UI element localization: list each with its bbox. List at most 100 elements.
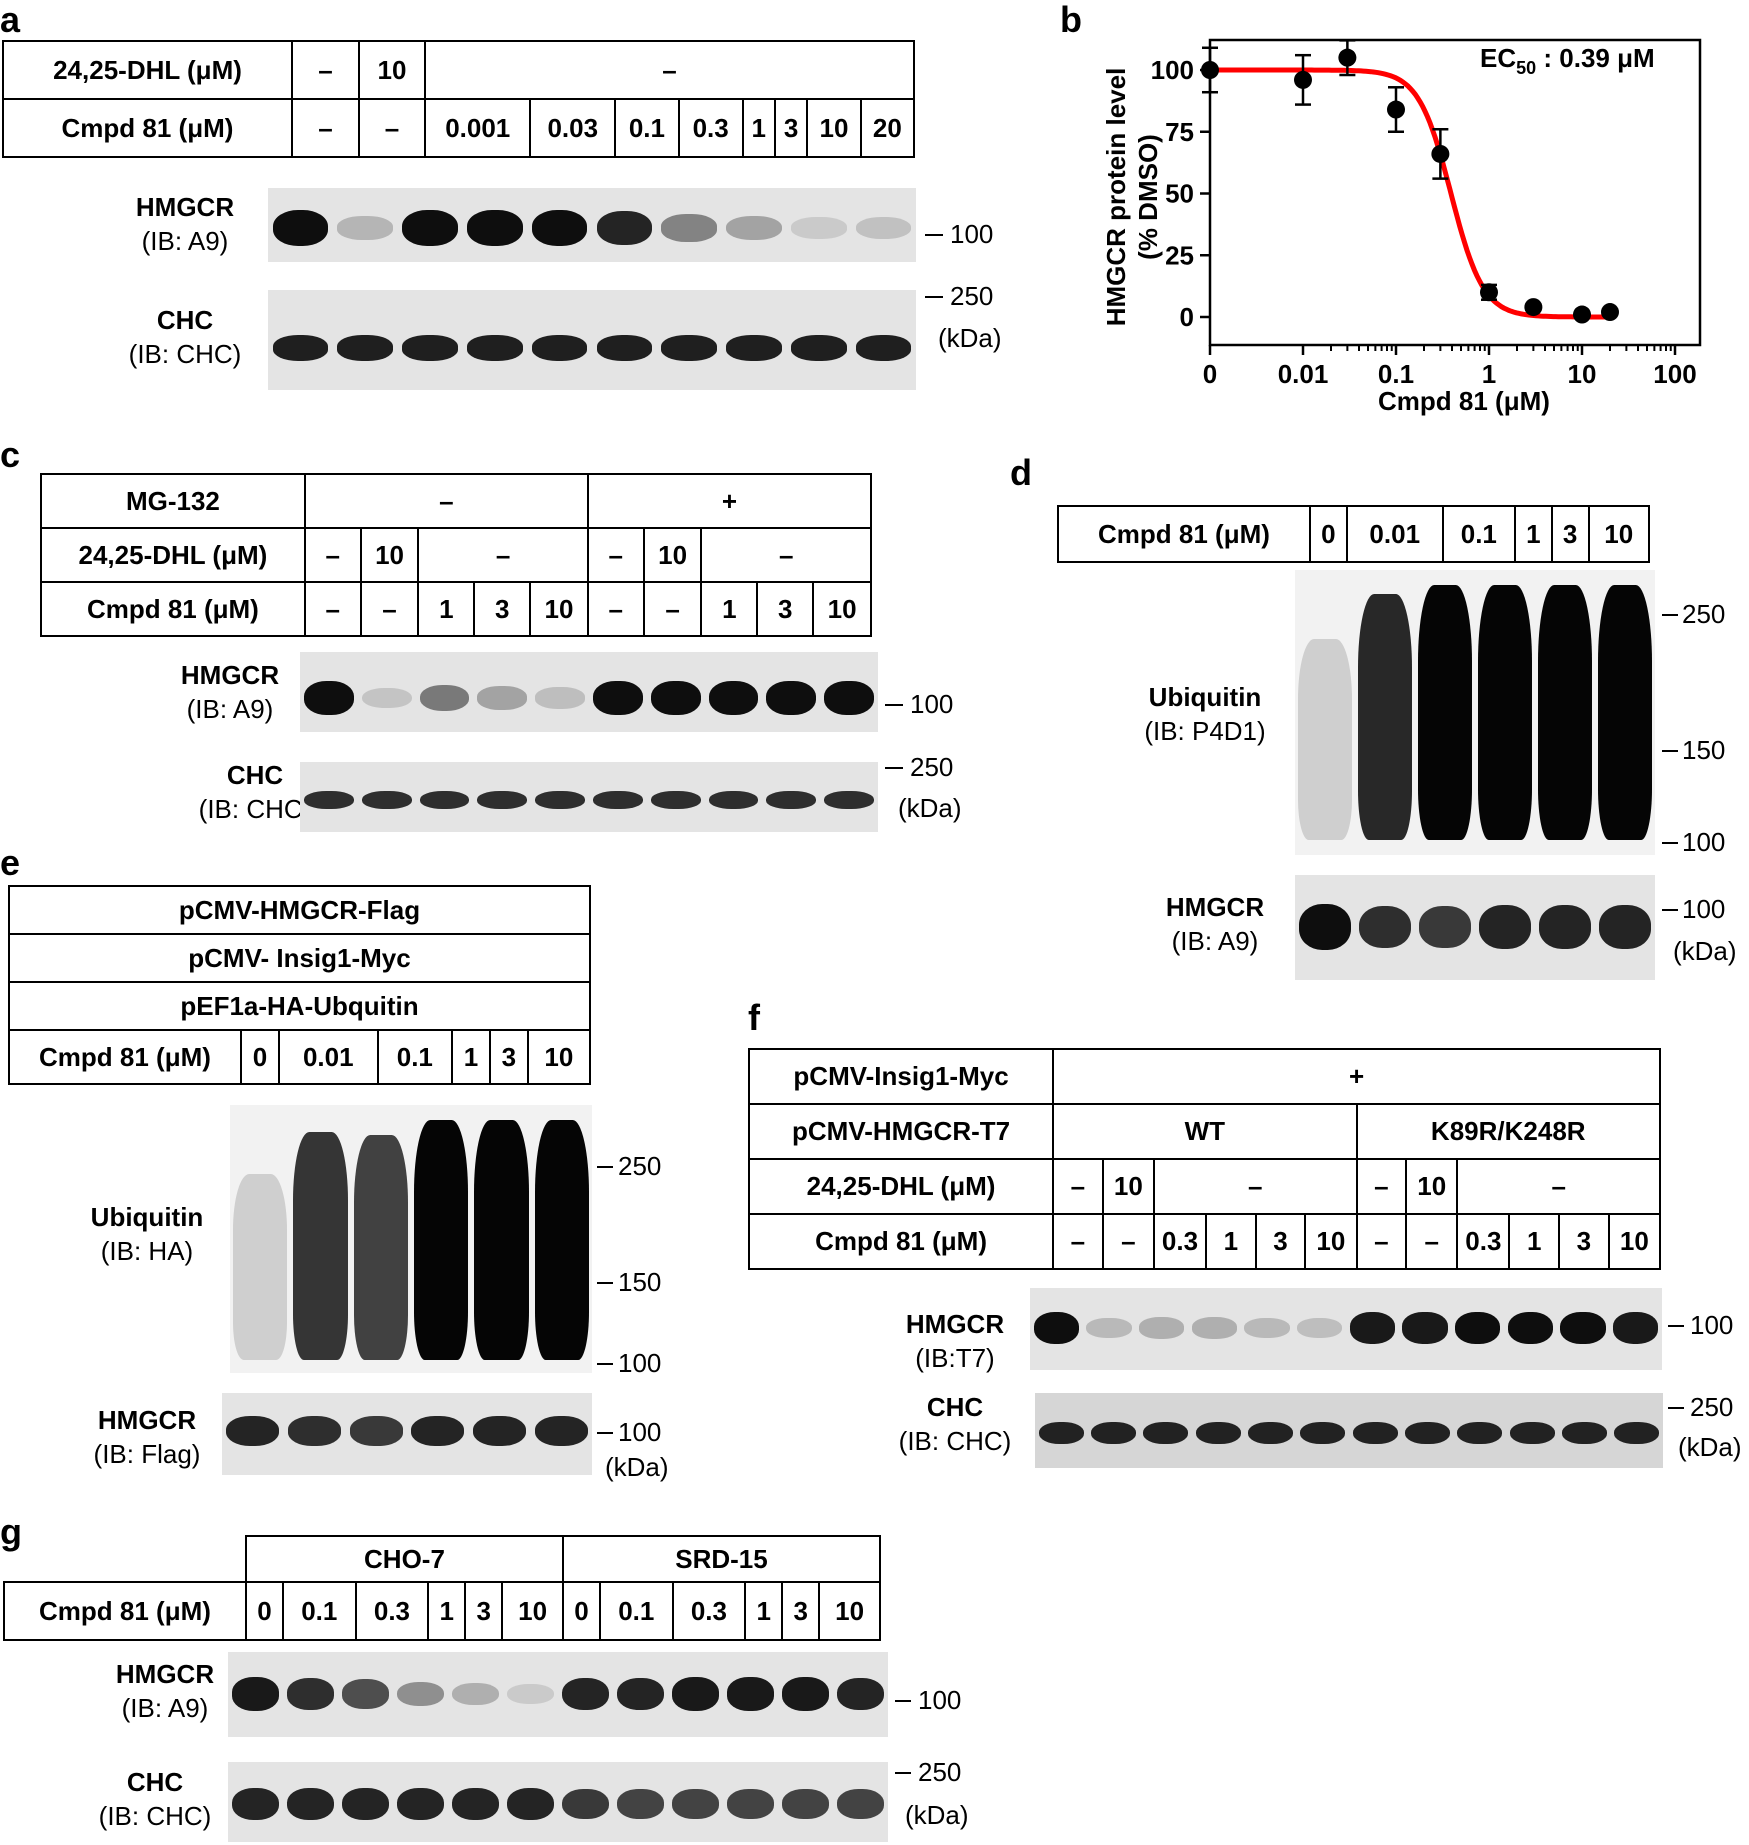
blot-band xyxy=(361,687,412,709)
condition-cell: – xyxy=(700,527,872,583)
condition-cell: – xyxy=(417,527,589,583)
blot-band xyxy=(231,1677,280,1711)
blot-band xyxy=(790,217,847,239)
marker-100: 100 xyxy=(950,219,994,249)
condition-cell: 0 xyxy=(561,1581,601,1641)
cmpd-label: Cmpd 81 (μM) xyxy=(1057,505,1311,563)
marker-250: 250 xyxy=(618,1151,662,1181)
marker-250: 250 xyxy=(950,281,994,311)
blot-band xyxy=(836,1677,885,1711)
panel-d-ubiquitin-label: Ubiquitin (IB: P4D1) xyxy=(1144,682,1266,746)
blot-band xyxy=(419,684,470,712)
blot-band xyxy=(1561,1421,1607,1445)
y-tick-label: 25 xyxy=(1165,240,1194,270)
condition-cell: WT xyxy=(1052,1103,1358,1160)
panel-g-conditions-table: CHO-7 SRD-15 Cmpd 81 (μM) 0 0.1 0.3 1 3 … xyxy=(3,1535,882,1641)
condition-cell: 0.03 xyxy=(529,98,617,158)
blot-band xyxy=(1359,905,1411,949)
marker-kda: (kDa) xyxy=(938,323,1002,353)
condition-cell: 3 xyxy=(773,98,809,158)
blot-band xyxy=(616,1677,665,1711)
condition-cell: 1 xyxy=(451,1029,491,1085)
ubiquitin-smear xyxy=(1598,585,1652,840)
panel-f-letter: f xyxy=(748,997,760,1038)
condition-cell: 3 xyxy=(1550,505,1590,563)
condition-cell: + xyxy=(1052,1048,1661,1105)
blot-band xyxy=(1457,1421,1503,1445)
blot-band xyxy=(596,335,653,361)
marker-100: 100 xyxy=(1682,894,1726,924)
blot-band xyxy=(272,210,329,246)
panel-c-hmgcr-blot xyxy=(300,652,878,732)
panel-a-hmgcr-blot xyxy=(268,188,916,262)
blot-band xyxy=(726,215,782,241)
panel-d-hmgcr-blot xyxy=(1295,875,1655,980)
blot-band xyxy=(561,1788,610,1820)
condition-cell: 0 xyxy=(240,1029,280,1085)
x-tick-label: 0.01 xyxy=(1278,359,1329,389)
condition-cell: – xyxy=(291,98,360,158)
condition-cell: 3 xyxy=(1254,1213,1307,1270)
condition-cell: – xyxy=(1456,1158,1661,1215)
panel-g-hmgcr-label: HMGCR (IB: A9) xyxy=(115,1659,215,1723)
condition-cell: 10 xyxy=(359,527,420,583)
marker-tick xyxy=(925,296,943,298)
condition-cell: 0.1 xyxy=(1441,505,1516,563)
condition-cell: – xyxy=(358,98,426,158)
blot-band xyxy=(824,790,874,810)
blot-band xyxy=(531,210,588,246)
blot-band xyxy=(726,1788,775,1820)
marker-kda: (kDa) xyxy=(1673,936,1737,966)
marker-kda: (kDa) xyxy=(605,1452,669,1482)
condition-cell: 0.1 xyxy=(614,98,680,158)
panel-a-chc-label: CHC (IB: CHC) xyxy=(128,305,242,369)
condition-cell: 1 xyxy=(1508,1213,1561,1270)
condition-cell: 3 xyxy=(756,581,815,637)
panel-e-ubiquitin-blot xyxy=(230,1105,592,1373)
blot-band xyxy=(286,1787,335,1821)
data-point xyxy=(1338,48,1357,67)
marker-100: 100 xyxy=(910,689,954,719)
marker-100: 100 xyxy=(1682,827,1726,857)
condition-cell: 0.01 xyxy=(277,1029,379,1085)
blot-band xyxy=(411,1415,465,1447)
marker-tick xyxy=(885,704,903,706)
panel-c-conditions-table: MG-132 – + 24,25-DHL (μM) – 10 – – 10 – … xyxy=(40,473,873,637)
condition-cell: 3 xyxy=(464,1581,504,1641)
condition-cell: 0.3 xyxy=(671,1581,747,1641)
ubiquitin-smear xyxy=(414,1120,469,1360)
condition-cell: SRD-15 xyxy=(561,1535,882,1583)
marker-tick xyxy=(597,1166,613,1168)
condition-cell: 10 xyxy=(358,40,426,100)
data-point xyxy=(1431,144,1450,163)
condition-cell: 10 xyxy=(818,1581,881,1641)
condition-cell: 0.3 xyxy=(354,1581,430,1641)
condition-cell: 0.3 xyxy=(1152,1213,1207,1270)
cmpd-label: Cmpd 81 (μM) xyxy=(40,581,306,637)
cmpd-label: Cmpd 81 (μM) xyxy=(2,98,293,158)
blot-band xyxy=(477,790,528,810)
blot-band xyxy=(535,790,585,810)
ubiquitin-smear xyxy=(1298,639,1352,840)
data-point xyxy=(1387,100,1405,119)
blot-band xyxy=(1244,1317,1290,1339)
condition-cell: 0.01 xyxy=(1345,505,1444,563)
marker-150: 150 xyxy=(618,1267,662,1297)
blot-band xyxy=(402,335,458,361)
data-point xyxy=(1524,298,1543,317)
blot-band xyxy=(337,335,394,361)
blank-cell xyxy=(4,1536,247,1582)
condition-cell: – xyxy=(1405,1213,1459,1270)
blot-band xyxy=(1539,905,1591,949)
marker-tick xyxy=(895,1772,911,1774)
x-tick-label: 0 xyxy=(1203,359,1217,389)
blot-band xyxy=(766,790,817,810)
cmpd-label: Cmpd 81 (μM) xyxy=(3,1581,247,1641)
condition-cell: 3 xyxy=(473,581,532,637)
panel-d-conditions-table: Cmpd 81 (μM) 0 0.01 0.1 1 3 10 xyxy=(1057,505,1650,563)
blot-band xyxy=(616,1788,665,1820)
condition-cell: 10 xyxy=(529,581,589,637)
condition-cell: – xyxy=(586,527,645,583)
blot-band xyxy=(561,1677,610,1711)
insig-label: pCMV-Insig1-Myc xyxy=(747,1048,1055,1105)
